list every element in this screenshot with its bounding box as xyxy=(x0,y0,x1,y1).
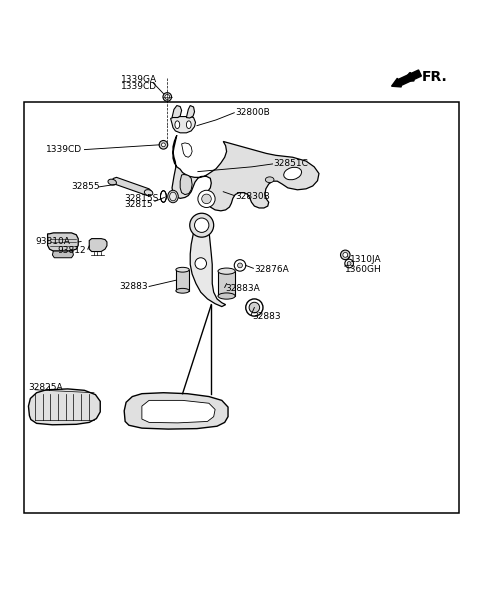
Text: 1339CD: 1339CD xyxy=(46,145,82,154)
Text: 32830B: 32830B xyxy=(235,192,270,201)
Circle shape xyxy=(340,250,350,260)
Ellipse shape xyxy=(186,121,191,128)
Circle shape xyxy=(249,302,260,313)
Ellipse shape xyxy=(168,190,178,203)
Circle shape xyxy=(190,213,214,237)
Circle shape xyxy=(246,299,263,316)
Ellipse shape xyxy=(265,177,274,182)
Ellipse shape xyxy=(144,189,153,195)
Polygon shape xyxy=(111,178,152,195)
Circle shape xyxy=(347,261,351,266)
Circle shape xyxy=(159,141,168,149)
Text: 1339GA: 1339GA xyxy=(121,75,157,84)
Polygon shape xyxy=(176,270,189,291)
Ellipse shape xyxy=(176,267,189,272)
Polygon shape xyxy=(124,393,228,429)
Polygon shape xyxy=(170,116,195,133)
Circle shape xyxy=(195,258,206,269)
Text: 32851C: 32851C xyxy=(274,159,308,169)
Circle shape xyxy=(202,194,211,204)
Text: 32800B: 32800B xyxy=(235,108,270,117)
Text: 93810A: 93810A xyxy=(36,238,71,247)
Circle shape xyxy=(198,190,215,207)
Text: 32815: 32815 xyxy=(124,200,153,209)
Text: 32883: 32883 xyxy=(252,312,281,321)
FancyArrow shape xyxy=(392,70,421,87)
Text: FR.: FR. xyxy=(422,70,448,84)
Ellipse shape xyxy=(108,179,117,185)
Polygon shape xyxy=(180,175,192,195)
Ellipse shape xyxy=(284,168,301,180)
Text: 1360GH: 1360GH xyxy=(345,265,382,274)
Circle shape xyxy=(343,252,348,257)
Circle shape xyxy=(238,263,242,268)
Bar xyxy=(24,102,459,513)
Polygon shape xyxy=(172,106,181,118)
Circle shape xyxy=(161,143,165,147)
Ellipse shape xyxy=(169,192,176,201)
Polygon shape xyxy=(181,143,192,157)
Text: 32883A: 32883A xyxy=(226,284,260,293)
Circle shape xyxy=(163,93,171,101)
Text: 1339CD: 1339CD xyxy=(121,82,157,91)
Polygon shape xyxy=(52,251,73,258)
Text: 32876A: 32876A xyxy=(254,265,289,274)
Text: 93812: 93812 xyxy=(57,245,86,255)
Circle shape xyxy=(345,259,353,268)
Ellipse shape xyxy=(176,288,189,293)
Polygon shape xyxy=(172,135,319,211)
Circle shape xyxy=(234,260,246,271)
Text: 32825A: 32825A xyxy=(28,384,63,393)
Polygon shape xyxy=(48,233,78,251)
Circle shape xyxy=(165,94,169,99)
Text: 32883: 32883 xyxy=(120,282,148,291)
Text: 32855: 32855 xyxy=(72,182,100,191)
Ellipse shape xyxy=(218,268,235,274)
Polygon shape xyxy=(28,389,100,425)
Circle shape xyxy=(194,218,209,232)
Ellipse shape xyxy=(175,121,180,128)
Polygon shape xyxy=(142,400,215,423)
Polygon shape xyxy=(218,271,235,296)
Text: 1310JA: 1310JA xyxy=(350,255,382,264)
Polygon shape xyxy=(190,226,226,307)
Polygon shape xyxy=(89,239,107,251)
Text: 32815S: 32815S xyxy=(124,194,158,203)
Ellipse shape xyxy=(218,293,235,299)
Polygon shape xyxy=(186,106,194,118)
